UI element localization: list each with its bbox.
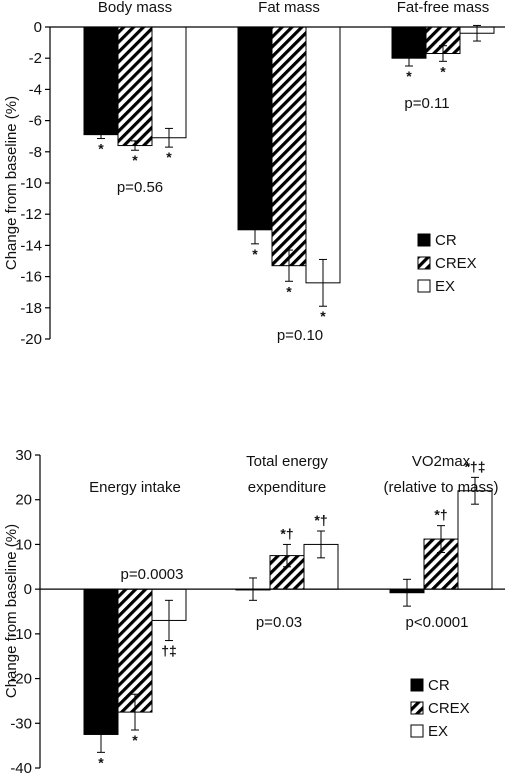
legend-label: EX [435,278,455,295]
legend-label: CR [435,232,457,249]
legend-swatch [417,279,431,293]
y-tick-label: -10 [20,175,42,192]
y-tick-label: -16 [20,269,42,286]
significance-marker: * [98,141,104,157]
y-tick-label: 0 [24,581,32,598]
body-composition-chart: 0 -2 -4 -6 -8 -10 -12 -14 -16 -18 -20 Change from b… [3,0,505,348]
bar [305,26,341,284]
bar [237,26,273,231]
bar [271,26,307,267]
y-tick-label: -12 [20,206,42,223]
y-tick-label: -40 [10,760,32,774]
y-tick-label: -8 [29,144,42,161]
y-tick-label: 30 [15,447,32,464]
group-label: Total energy [246,453,328,470]
group-label: (relative to mass) [383,479,498,496]
y-axis-title: Change from baseline (%) [3,96,20,270]
p-value: p=0.03 [256,614,302,631]
y-tick-label: -4 [29,81,42,98]
group-label: VO2max [412,453,471,470]
significance-marker: *† [314,512,327,528]
p-value: p<0.0001 [406,614,469,631]
bar [117,588,153,713]
y-tick-label: -14 [20,237,42,254]
y-tick-label: -20 [10,671,32,688]
significance-marker: *†‡ [464,458,485,474]
group-label: Energy intake [89,479,181,496]
significance-marker: * [252,246,258,262]
legend-swatch [410,678,424,692]
legend-label: CREX [428,700,470,717]
p-value: p=0.11 [404,95,449,112]
y-tick-label: -18 [20,300,42,317]
bar [117,26,153,147]
legend-swatch [417,256,431,270]
energy-fitness-chart: 30 20 10 0 -10 -20 -30 -40 Change from baseline … [3,447,505,774]
group-label: Body mass [98,0,172,16]
p-value: p=0.0003 [121,566,184,583]
group-label: Fat mass [258,0,320,16]
y-tick-label: 10 [15,536,32,553]
y-tick-label: -10 [10,626,32,643]
legend-label: EX [428,723,448,740]
p-value: p=0.56 [117,179,163,196]
significance-marker: * [320,308,326,324]
legend-swatch [410,724,424,738]
significance-marker: *† [280,525,293,541]
significance-marker: *† [434,507,447,523]
group-label: expenditure [248,479,326,496]
significance-marker: * [286,283,292,299]
y-tick-label: -30 [10,715,32,732]
significance-marker: †‡ [161,643,177,659]
y-tick-label: -6 [29,113,42,130]
y-tick-label: 0 [34,19,42,36]
significance-marker: * [132,152,138,168]
y-tick-label: -2 [29,50,42,67]
legend-label: CREX [435,255,477,272]
legend-label: CR [428,677,450,694]
y-tick-label: -20 [20,331,42,348]
y-tick-label: 20 [15,492,32,509]
bar [83,588,119,735]
significance-marker: * [166,149,172,165]
bar [83,26,119,136]
y-axis-title: Change from baseline (%) [3,524,20,698]
significance-marker: * [98,754,104,770]
p-value: p=0.10 [277,327,323,344]
significance-marker: * [440,63,446,79]
legend-swatch [410,701,424,715]
bar [151,26,187,139]
significance-marker: * [406,68,412,84]
significance-marker: * [132,732,138,748]
legend-swatch [417,233,431,247]
group-label: Fat-free mass [397,0,490,16]
bar [457,490,493,590]
